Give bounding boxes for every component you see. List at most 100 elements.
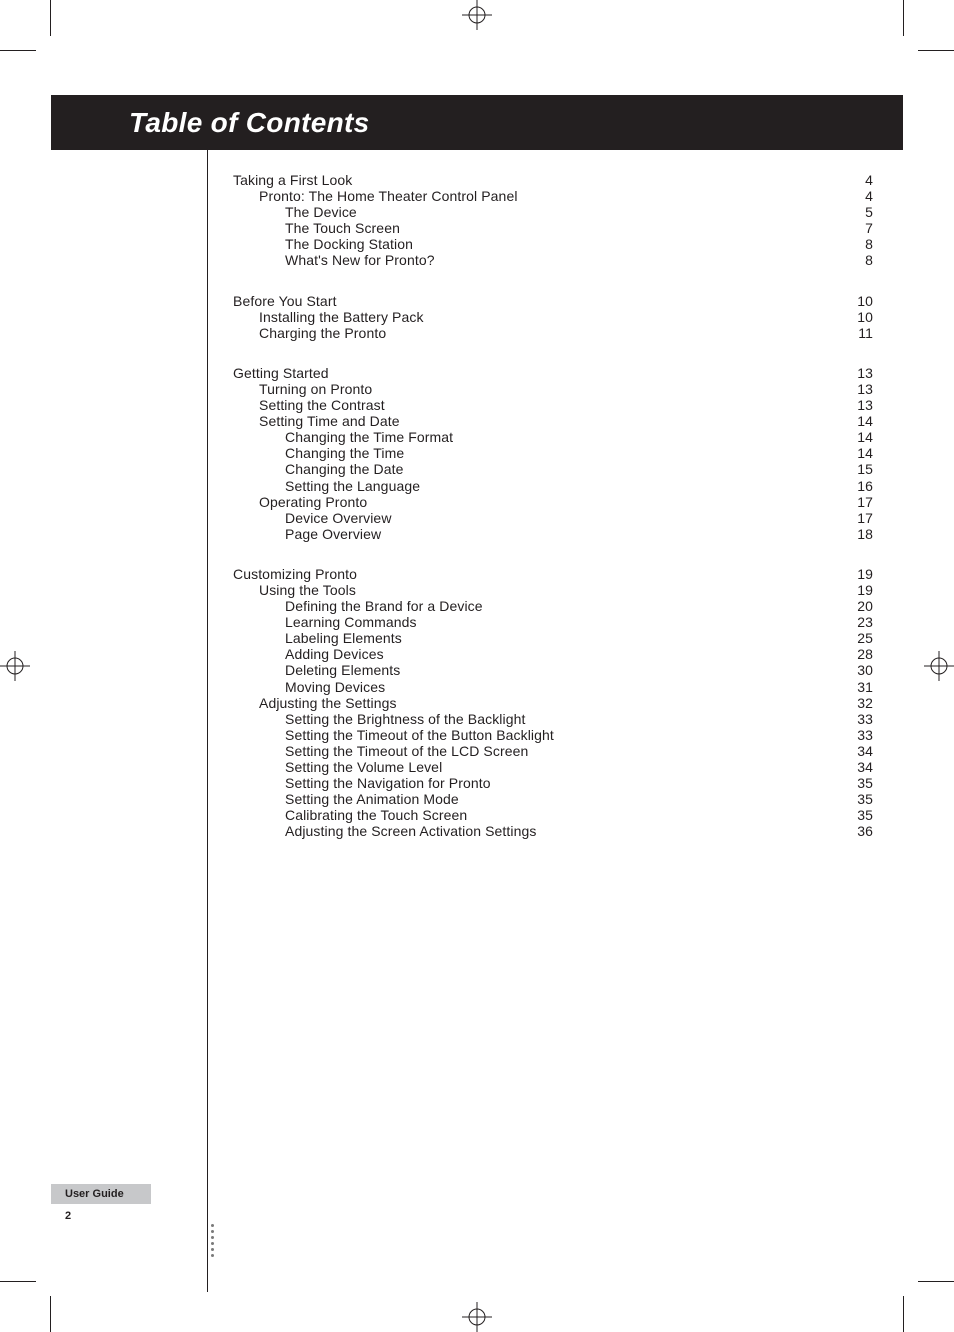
toc-label: Customizing Pronto (233, 566, 357, 582)
toc-page-number: 5 (843, 204, 873, 220)
toc-label: Device Overview (233, 510, 392, 526)
toc-page-number: 36 (843, 823, 873, 839)
toc-page-number: 13 (843, 397, 873, 413)
toc-label: Adding Devices (233, 646, 384, 662)
toc-label: Page Overview (233, 526, 381, 542)
register-mark-icon (924, 651, 954, 681)
toc-page-number: 8 (843, 236, 873, 252)
toc-page-number: 34 (843, 743, 873, 759)
toc-label: Setting the Animation Mode (233, 791, 459, 807)
toc-label: Turning on Pronto (233, 381, 372, 397)
toc-label: Learning Commands (233, 614, 417, 630)
toc-page-number: 35 (843, 791, 873, 807)
header-bar: Table of Contents (51, 95, 903, 150)
toc-row: Taking a First Look4 (233, 172, 873, 188)
toc-page-number: 18 (843, 526, 873, 542)
table-of-contents: Taking a First Look4Pronto: The Home The… (233, 172, 873, 863)
toc-row: Setting Time and Date 14 (233, 413, 873, 429)
toc-page-number: 13 (843, 381, 873, 397)
toc-label: Installing the Battery Pack (233, 309, 424, 325)
toc-group: Getting Started13Turning on Pronto13Sett… (233, 365, 873, 542)
toc-page-number: 10 (843, 309, 873, 325)
crop-mark (0, 50, 36, 51)
footer: User Guide 2 (51, 1184, 211, 1257)
toc-row: Adjusting the Screen Activation Settings… (233, 823, 873, 839)
toc-page-number: 23 (843, 614, 873, 630)
toc-label: Deleting Elements (233, 662, 400, 678)
toc-row: Getting Started13 (233, 365, 873, 381)
toc-label: Adjusting the Settings (233, 695, 397, 711)
toc-page-number: 33 (843, 711, 873, 727)
toc-row: Installing the Battery Pack 10 (233, 309, 873, 325)
toc-page-number: 16 (843, 478, 873, 494)
toc-page-number: 28 (843, 646, 873, 662)
toc-page-number: 10 (843, 293, 873, 309)
toc-page-number: 19 (843, 582, 873, 598)
user-guide-badge: User Guide (51, 1184, 151, 1204)
crop-mark (903, 0, 904, 36)
register-mark-icon (0, 651, 30, 681)
toc-page-number: 20 (843, 598, 873, 614)
register-mark-icon (462, 1302, 492, 1332)
toc-page-number: 4 (843, 172, 873, 188)
toc-row: Setting the Contrast 13 (233, 397, 873, 413)
toc-row: Changing the Date 15 (233, 461, 873, 477)
crop-mark (903, 1296, 904, 1332)
toc-label: Charging the Pronto (233, 325, 386, 341)
toc-row: The Docking Station 8 (233, 236, 873, 252)
toc-page-number: 4 (843, 188, 873, 204)
toc-label: Pronto: The Home Theater Control Panel (233, 188, 518, 204)
toc-label: Moving Devices (233, 679, 385, 695)
toc-row: Pronto: The Home Theater Control Panel 4 (233, 188, 873, 204)
toc-label: Setting the Timeout of the Button Backli… (233, 727, 554, 743)
toc-page-number: 35 (843, 807, 873, 823)
toc-label: Calibrating the Touch Screen (233, 807, 467, 823)
toc-page-number: 14 (843, 413, 873, 429)
crop-mark (918, 50, 954, 51)
toc-row: The Touch Screen 7 (233, 220, 873, 236)
toc-label: Adjusting the Screen Activation Settings (233, 823, 536, 839)
toc-page-number: 7 (843, 220, 873, 236)
toc-label: The Device (233, 204, 357, 220)
toc-label: Setting the Volume Level (233, 759, 442, 775)
toc-page-number: 31 (843, 679, 873, 695)
toc-row: Charging the Pronto 11 (233, 325, 873, 341)
toc-page-number: 11 (843, 325, 873, 341)
toc-label: The Docking Station (233, 236, 413, 252)
register-mark-icon (462, 0, 492, 30)
toc-group: Taking a First Look4Pronto: The Home The… (233, 172, 873, 269)
toc-label: Changing the Date (233, 461, 403, 477)
page: Table of Contents Taking a First Look4Pr… (0, 0, 954, 1332)
toc-row: Setting the Timeout of the Button Backli… (233, 727, 873, 743)
toc-row: Adding Devices 28 (233, 646, 873, 662)
toc-page-number: 17 (843, 494, 873, 510)
toc-row: Defining the Brand for a Device 20 (233, 598, 873, 614)
toc-label: Setting Time and Date (233, 413, 400, 429)
toc-label: Defining the Brand for a Device (233, 598, 483, 614)
toc-row: Using the Tools19 (233, 582, 873, 598)
toc-page-number: 30 (843, 662, 873, 678)
toc-label: Setting the Brightness of the Backlight (233, 711, 526, 727)
page-number: 2 (65, 1210, 211, 1222)
toc-row: Customizing Pronto19 (233, 566, 873, 582)
toc-row: Adjusting the Settings 32 (233, 695, 873, 711)
toc-page-number: 15 (843, 461, 873, 477)
toc-row: Setting the Navigation for Pronto35 (233, 775, 873, 791)
toc-page-number: 13 (843, 365, 873, 381)
toc-label: The Touch Screen (233, 220, 400, 236)
toc-page-number: 35 (843, 775, 873, 791)
toc-row: The Device 5 (233, 204, 873, 220)
toc-page-number: 17 (843, 510, 873, 526)
toc-page-number: 32 (843, 695, 873, 711)
toc-label: Setting the Contrast (233, 397, 385, 413)
toc-label: Operating Pronto (233, 494, 367, 510)
toc-label: Changing the Time Format (233, 429, 453, 445)
crop-mark (918, 1281, 954, 1282)
toc-group: Before You Start10Installing the Battery… (233, 293, 873, 341)
toc-row: Calibrating the Touch Screen 35 (233, 807, 873, 823)
toc-row: Before You Start10 (233, 293, 873, 309)
toc-label: What's New for Pronto? (233, 252, 435, 268)
toc-row: Changing the Time14 (233, 445, 873, 461)
toc-label: Labeling Elements (233, 630, 402, 646)
toc-page-number: 25 (843, 630, 873, 646)
